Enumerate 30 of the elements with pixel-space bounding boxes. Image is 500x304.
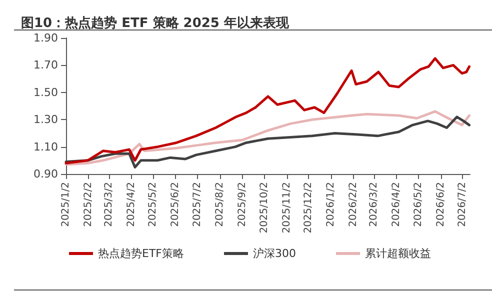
x-tick-label: 2025/6/2 xyxy=(170,182,182,227)
x-tick-label: 2025/3/2 xyxy=(103,182,114,227)
legend-label: 热点趋势ETF策略 xyxy=(98,247,184,260)
x-tick-label: 2025/7/2 xyxy=(192,182,204,227)
x-tick-label: 2025/9/2 xyxy=(237,182,248,227)
x-tick-label: 2026/3/2 xyxy=(368,182,380,227)
x-tick-label: 2025/12/2 xyxy=(303,182,314,234)
x-tick-label: 2025/10/2 xyxy=(258,182,270,234)
legend-label: 沪深300 xyxy=(253,247,296,260)
y-tick-label: 1.90 xyxy=(34,32,58,44)
x-tick-label: 2026/4/2 xyxy=(391,182,402,227)
x-tick-label: 2026/6/2 xyxy=(435,182,446,227)
x-tick-label: 2026/7/2 xyxy=(457,182,468,227)
legend-label: 累计超额收益 xyxy=(364,247,431,260)
x-tick-label: 2025/11/2 xyxy=(281,182,292,234)
y-tick-label: 1.30 xyxy=(34,113,58,126)
x-tick-label: 2026/5/2 xyxy=(412,182,424,227)
x-tick-label: 2025/4/2 xyxy=(126,182,137,227)
x-tick-label: 2026/2/2 xyxy=(348,182,360,227)
y-tick-label: 1.70 xyxy=(34,58,58,72)
y-tick-label: 0.90 xyxy=(34,168,58,180)
x-tick-label: 2025/8/2 xyxy=(214,182,226,227)
x-tick-label: 2025/5/2 xyxy=(148,182,159,227)
line-series xyxy=(64,57,471,164)
y-tick-label: 1.10 xyxy=(34,140,58,154)
x-tick-label: 2026/1/2 xyxy=(326,182,337,227)
y-tick-label: 1.50 xyxy=(34,86,58,99)
chart-title: 图10：热点趋势 ETF 策略 2025 年以来表现 xyxy=(21,15,290,31)
x-tick-label: 2025/2/2 xyxy=(83,182,94,227)
x-tick-label: 2025/1/2 xyxy=(60,182,72,227)
